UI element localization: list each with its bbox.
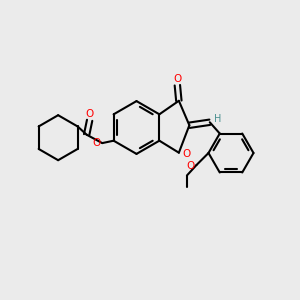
Text: O: O	[173, 74, 182, 84]
Text: O: O	[187, 161, 195, 171]
Text: O: O	[85, 109, 94, 119]
Text: O: O	[182, 148, 191, 159]
Text: O: O	[92, 137, 101, 148]
Text: H: H	[214, 114, 221, 124]
